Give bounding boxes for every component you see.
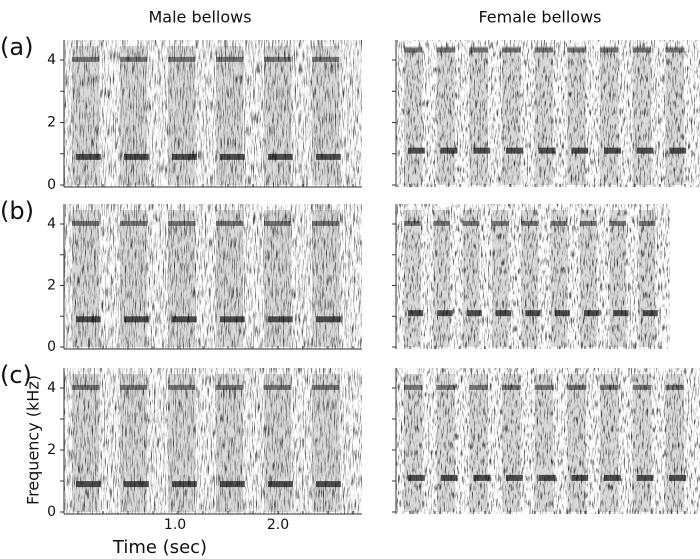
spectrogram: [60, 40, 362, 188]
y-tick-label: 0: [47, 339, 56, 355]
y-tick-label: 4: [47, 216, 56, 232]
y-tick-label: 2: [47, 278, 56, 294]
y-tick-label: 4: [47, 52, 56, 68]
panel-label: (b): [0, 197, 34, 225]
column-title: Female bellows: [478, 8, 601, 27]
panels: (a) 0 2 4 (b) 0 2 4 (c) 0 2 4 1.0 2.0: [0, 33, 700, 533]
x-axis-label: Time (sec): [112, 537, 207, 558]
y-tick-label: 0: [47, 177, 56, 193]
y-tick-label: 2: [47, 442, 56, 458]
grain: [64, 40, 362, 187]
spectrogram: [60, 368, 362, 515]
y-tick-label: 4: [47, 380, 56, 396]
panel-label: (c): [0, 361, 32, 389]
grain: [396, 40, 700, 187]
x-tick-label: 2.0: [267, 517, 289, 533]
spectrogram: [392, 40, 700, 187]
y-axis-label: Frequency (kHz): [24, 375, 43, 505]
grain: [396, 204, 670, 349]
spectrogram: [60, 204, 362, 350]
x-tick-label: 1.0: [164, 517, 186, 533]
grain: [396, 368, 700, 514]
column-title: Male bellows: [148, 8, 251, 27]
grain: [64, 368, 362, 514]
spectrogram: [392, 204, 670, 349]
grain: [64, 204, 362, 349]
y-tick-label: 0: [47, 504, 56, 520]
panel-label: (a): [0, 33, 33, 61]
y-tick-label: 2: [47, 115, 56, 131]
spectrogram: [392, 368, 700, 514]
